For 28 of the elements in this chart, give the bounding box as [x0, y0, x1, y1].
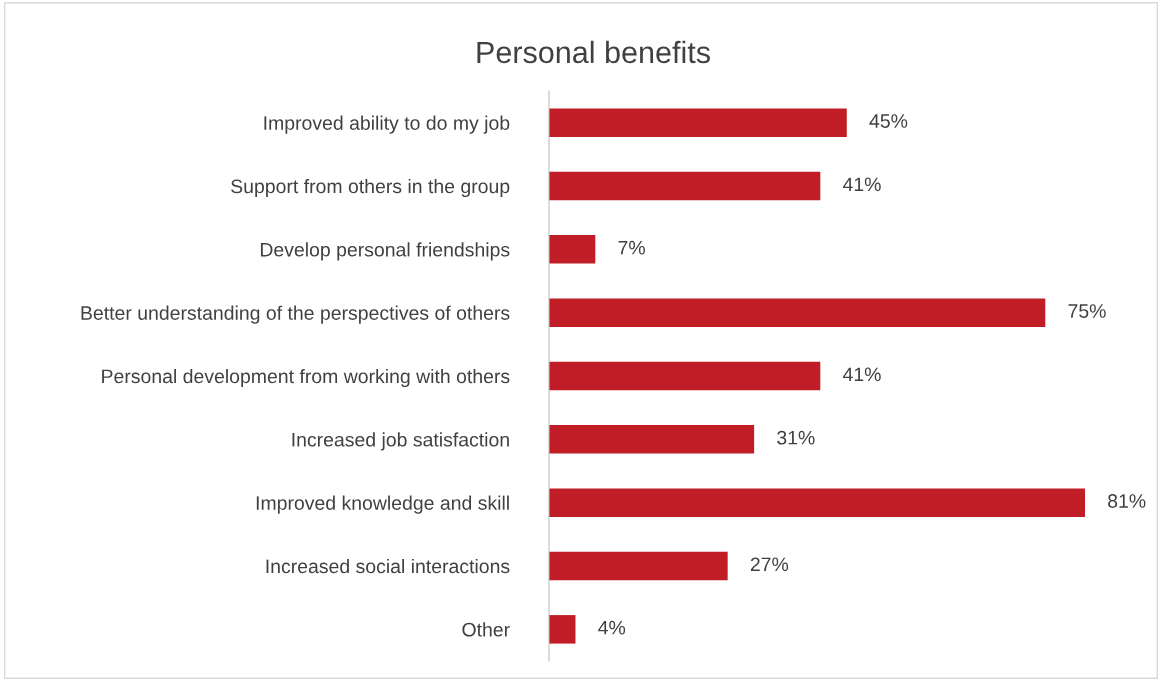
bar — [549, 551, 728, 581]
bar — [549, 488, 1085, 517]
data-label: 4% — [598, 620, 626, 635]
y-tick-label: Personal development from working with others — [102, 368, 510, 388]
data-label: 45% — [869, 114, 908, 128]
chart-title: Personal benefits — [477, 40, 710, 64]
y-tick-label: Other — [462, 622, 510, 637]
bar — [549, 615, 576, 644]
bar — [549, 298, 1046, 327]
bar — [549, 171, 821, 201]
y-tick-label: Improved knowledge and skill — [256, 495, 509, 514]
y-tick-label: Improved ability to do my job — [264, 115, 510, 134]
bar — [549, 235, 596, 264]
data-label: 7% — [618, 240, 645, 255]
data-label: 27% — [750, 557, 789, 572]
y-tick-label: Develop personal friendships — [260, 242, 510, 261]
bar — [549, 425, 755, 454]
bar — [549, 108, 847, 137]
data-label: 41% — [842, 177, 881, 192]
y-tick-label: Increased job satisfaction — [292, 432, 509, 451]
y-tick-label: Better understanding of the perspectives of others — [81, 305, 510, 324]
y-tick-label: Support from others in the group — [231, 178, 510, 198]
data-label: 31% — [777, 430, 815, 445]
y-tick-label: Increased social interactions — [266, 558, 510, 574]
data-label: 81% — [1108, 494, 1146, 508]
bar — [549, 361, 821, 391]
data-label: 75% — [1068, 304, 1106, 318]
data-label: 41% — [842, 367, 881, 382]
